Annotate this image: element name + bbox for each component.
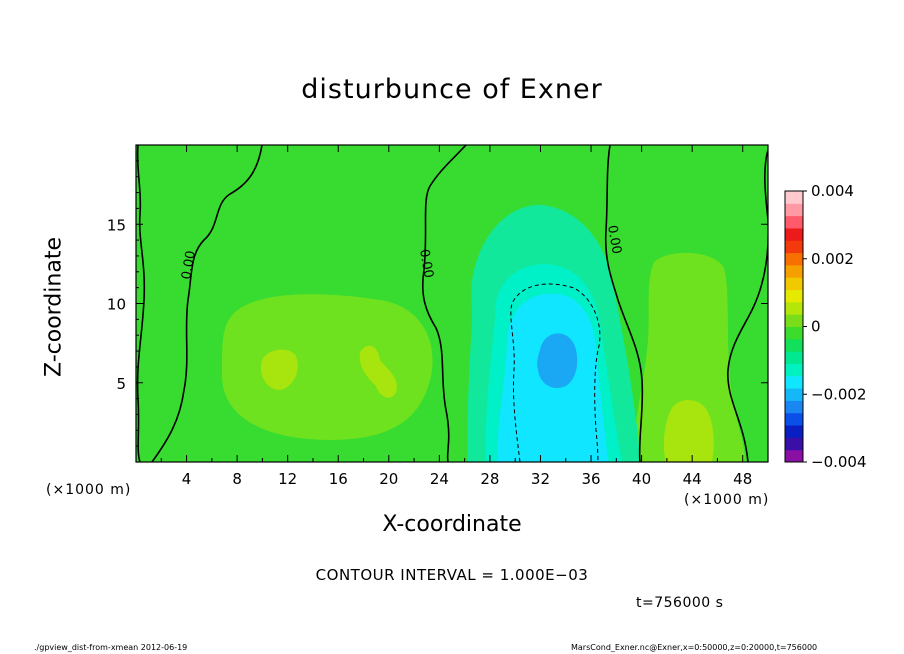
x-unit-label-right: (×1000 m) [684,492,770,508]
x-axis-label: X-coordinate [382,512,522,537]
x-tick-label: 8 [232,470,242,488]
x-tick-label: 40 [632,470,651,488]
colorbar-swatch [785,264,803,278]
colorbar-tick-label: 0 [811,318,821,336]
zero-contour-right [727,149,768,462]
colorbar-swatch [785,351,803,364]
y-tick-label: 15 [107,216,126,234]
x-tick-label: 36 [581,470,600,488]
x-tick-label: 24 [430,470,449,488]
x-unit-label-left: (×1000 m) [46,482,132,498]
colorbar-swatch [785,425,803,438]
colorbar-swatch [785,363,803,377]
contour-label-3: 0.00 [604,224,624,255]
negative-contour-dashed [510,283,601,462]
colorbar-swatch [785,449,803,463]
y-tick-label: 5 [116,375,126,393]
colorbar-swatch [785,289,803,303]
colorbar-swatch [785,203,803,217]
colorbar-swatch [785,338,803,352]
contour-labels: 0.00 0.00 0.00 [179,224,624,281]
zero-contour-1 [151,145,263,462]
x-tick-label: 48 [733,470,752,488]
time-stamp: t=756000 s [636,595,724,611]
colorbar-tick-label: 0.004 [811,182,854,200]
footer-right: MarsCond_Exner.nc@Exner,x=0:50000,z=0:20… [571,643,818,652]
colorbar-swatch [785,227,803,241]
zero-contour-3 [604,145,644,462]
colorbar-swatch [785,252,803,266]
x-axis-ticks: 4 8 12 16 20 24 28 32 36 40 44 48 [160,145,752,488]
positive-anomaly-left [221,294,433,440]
colorbar-tick-label: −0.002 [811,385,867,403]
colorbar: 0.004 0.002 0 −0.002 −0.004 [784,182,867,471]
colorbar-swatch [785,240,803,254]
contour-interval-text: CONTOUR INTERVAL = 1.000E−03 [315,566,589,584]
colorbar-swatch [785,388,803,401]
y-axis-ticks: 5 10 15 [107,160,768,447]
positive-core-left-b [359,345,397,398]
x-tick-label: 16 [329,470,348,488]
x-tick-label: 12 [278,470,297,488]
positive-core-left-a [260,349,298,390]
x-tick-label: 20 [379,470,398,488]
zero-contour-2 [421,145,467,462]
colorbar-tick-label: 0.002 [811,250,854,268]
x-tick-label: 32 [531,470,550,488]
colorbar-swatch [785,314,803,327]
contour-label-1: 0.00 [179,250,199,281]
colorbar-swatch [785,326,803,340]
x-tick-label: 28 [480,470,499,488]
colorbar-swatch [785,191,803,204]
field-fill [136,145,768,462]
colorbar-swatch [785,215,803,229]
footer-left: ./gpview_dist-from-xmean 2012-06-19 [34,643,188,652]
positive-anomaly-right [634,252,745,462]
contour-label-2: 0.00 [416,248,436,279]
colorbar-tick-label: −0.004 [811,453,867,471]
x-tick-label: 44 [683,470,702,488]
colorbar-swatch [785,301,803,315]
colorbar-swatch [785,277,803,291]
y-axis-label: Z-coordinate [41,237,67,377]
x-tick-label: 4 [182,470,192,488]
chart-title: disturbunce of Exner [301,74,603,105]
positive-core-right [663,400,714,462]
colorbar-swatch [785,412,803,426]
colorbar-swatch [785,375,803,389]
colorbar-swatch [785,400,803,414]
colorbar-swatch [785,437,803,451]
y-tick-label: 10 [107,296,126,314]
negative-anomaly-core [537,333,578,389]
